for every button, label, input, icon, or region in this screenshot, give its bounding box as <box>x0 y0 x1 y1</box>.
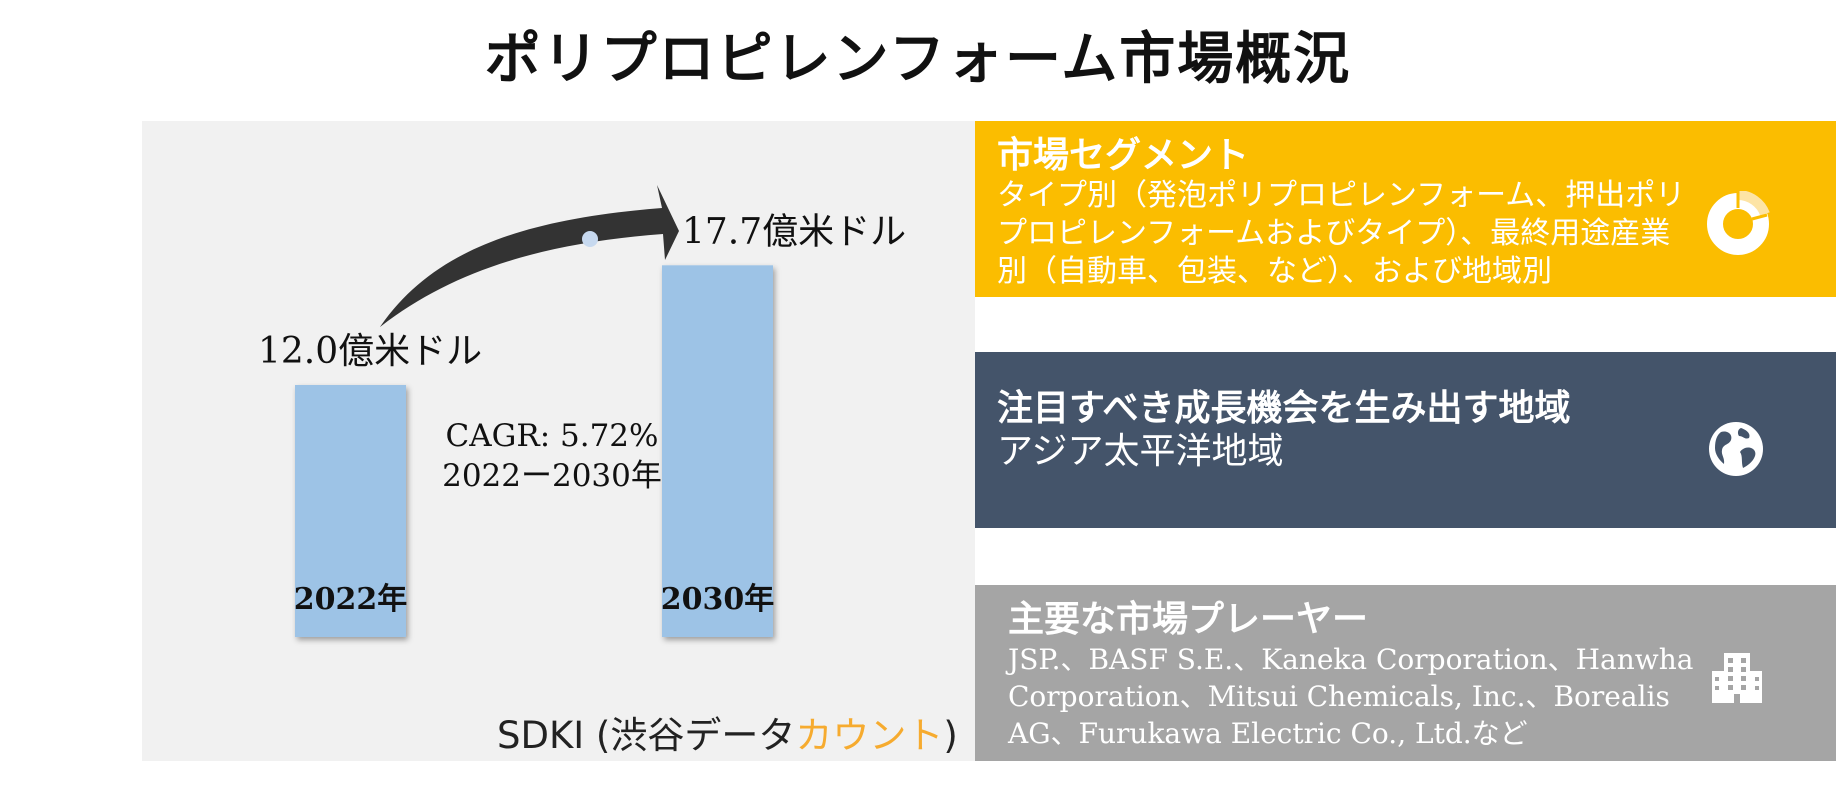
region-heading: 注目すべき成長機会を生み出す地域 <box>997 387 1571 429</box>
bar-value-label: 17.7億米ドル <box>682 211 906 252</box>
segments-body: タイプ別（発泡ポリプロピレンフォーム、押出ポリプロピレンフォームおよびタイプ）、… <box>997 178 1686 289</box>
segments-card: 市場セグメント タイプ別（発泡ポリプロピレンフォーム、押出ポリプロピレンフォーム… <box>975 121 1836 297</box>
donut-chart-icon <box>1707 191 1770 255</box>
bar-value-label: 12.0億米ドル <box>258 331 482 372</box>
players-heading: 主要な市場プレーヤー <box>1008 598 1369 640</box>
region-card: 注目すべき成長機会を生み出す地域 アジア太平洋地域 <box>975 352 1836 528</box>
arrow-dot <box>582 231 598 247</box>
brand-prefix: SDKI (渋谷データ <box>497 714 796 757</box>
globe-icon <box>1709 422 1763 476</box>
cagr-annotation: CAGR: 5.72% 2022ー2030年 <box>422 416 682 496</box>
growth-arrow <box>380 185 679 327</box>
office-building-icon <box>1712 653 1762 703</box>
cagr-period: 2022ー2030年 <box>442 458 662 494</box>
page-title: ポリプロピレンフォーム市場概況 <box>484 26 1352 92</box>
region-body: アジア太平洋地域 <box>997 431 1284 472</box>
market-size-chart: 2022年 12.0億米ドル 2030年 17.7億米ドル <box>258 185 906 637</box>
bar-2022年 <box>295 385 406 637</box>
players-card: 主要な市場プレーヤー JSP.、BASF S.E.、Kaneka Corpora… <box>975 585 1836 761</box>
segments-heading: 市場セグメント <box>997 134 1250 176</box>
brand-suffix: ) <box>943 714 958 757</box>
source-brand: SDKI (渋谷データカウント) <box>497 705 977 759</box>
bar-category-label: 2030年 <box>661 582 775 617</box>
chart-panel: 2022年 12.0億米ドル 2030年 17.7億米ドル CAGR: 5.72% 2… <box>142 121 975 761</box>
brand-accent: カウント <box>795 714 944 757</box>
bar-category-label: 2022年 <box>294 582 408 617</box>
players-body: JSP.、BASF S.E.、Kaneka Corporation、Hanwha… <box>1008 643 1694 750</box>
cagr-value: CAGR: 5.72% <box>445 418 659 454</box>
bar-2030年 <box>662 265 773 637</box>
